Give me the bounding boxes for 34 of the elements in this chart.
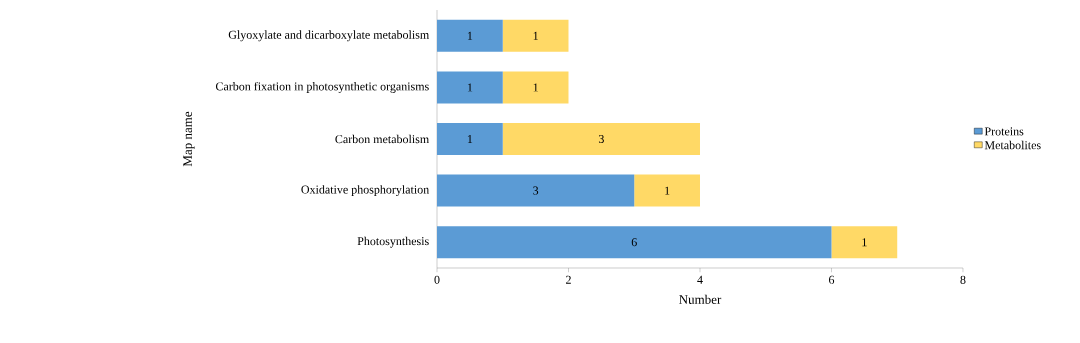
data-label: 3 xyxy=(533,186,539,195)
x-axis-title: Number xyxy=(679,294,722,304)
bar xyxy=(502,19,569,52)
bar xyxy=(831,226,898,259)
data-label: 1 xyxy=(467,83,473,92)
x-tick-label: 4 xyxy=(697,275,703,284)
bar xyxy=(437,123,503,155)
y-tick-label: Oxidative phosphorylation xyxy=(301,185,430,197)
data-label: 6 xyxy=(631,238,637,247)
y-axis-title: Map name xyxy=(183,111,195,167)
bar xyxy=(437,174,635,207)
y-tick-label: Glyoxylate and dicarboxylate metabolism xyxy=(228,30,430,42)
bar xyxy=(437,226,832,259)
bar xyxy=(437,19,503,52)
bar xyxy=(634,174,700,207)
x-tick-label: 6 xyxy=(829,275,835,284)
bar xyxy=(437,71,503,104)
y-tick-label: Carbon metabolism xyxy=(335,134,430,144)
legend-label: Proteins xyxy=(984,127,1024,136)
data-label: 1 xyxy=(467,31,473,40)
data-label: 1 xyxy=(533,83,538,92)
y-tick-label: Carbon fixation in photosynthetic organisms xyxy=(215,81,429,93)
bar xyxy=(502,71,569,104)
data-label: 3 xyxy=(598,134,604,144)
legend-label: Metabolites xyxy=(984,140,1041,150)
data-label: 1 xyxy=(862,238,867,247)
bar xyxy=(502,123,700,155)
data-label: 1 xyxy=(467,135,473,143)
data-label: 1 xyxy=(533,31,538,40)
data-label: 1 xyxy=(665,186,670,195)
x-tick-label: 0 xyxy=(434,275,440,284)
x-tick-label: 2 xyxy=(566,275,571,284)
y-tick-label: Photosynthesis xyxy=(357,236,429,248)
x-tick-label: 8 xyxy=(960,275,966,284)
